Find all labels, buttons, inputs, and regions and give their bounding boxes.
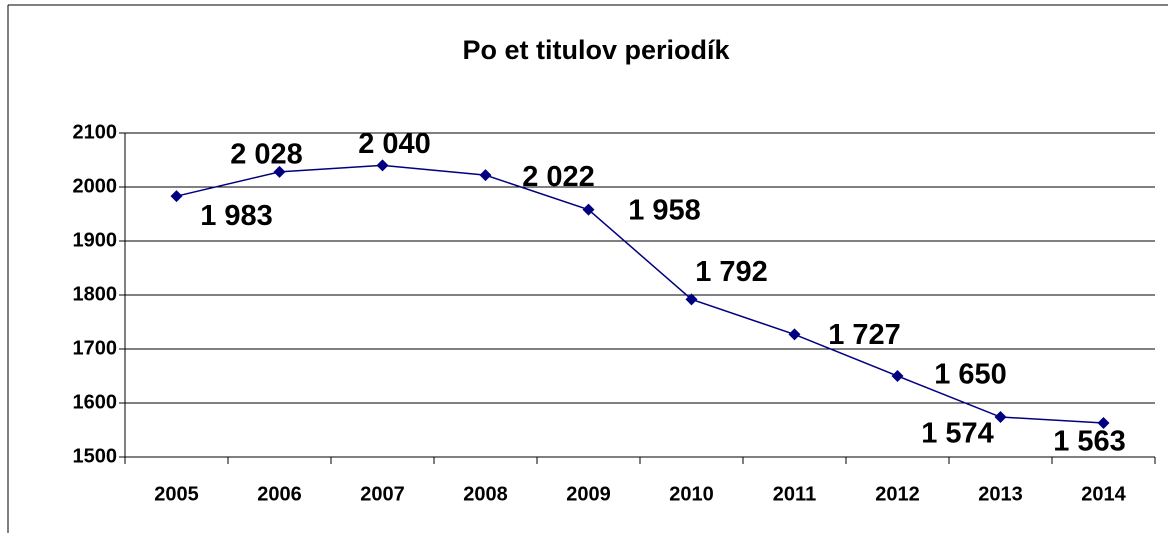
x-tick-label: 2012 bbox=[875, 483, 920, 505]
data-label: 1 563 bbox=[1053, 426, 1126, 458]
marker bbox=[994, 411, 1007, 424]
marker bbox=[788, 328, 801, 341]
y-tick-label: 2100 bbox=[73, 121, 118, 143]
y-tick-label: 1700 bbox=[73, 337, 118, 359]
y-tick-label: 1500 bbox=[73, 445, 118, 467]
y-tick-label: 1800 bbox=[73, 283, 118, 305]
marker bbox=[685, 293, 698, 306]
data-label: 2 028 bbox=[230, 139, 303, 171]
x-tick-label: 2006 bbox=[257, 483, 302, 505]
x-tick-label: 2008 bbox=[463, 483, 508, 505]
marker bbox=[170, 190, 183, 203]
marker bbox=[479, 169, 492, 182]
data-label: 2 022 bbox=[522, 161, 595, 193]
x-tick-label: 2010 bbox=[669, 483, 714, 505]
x-tick-label: 2007 bbox=[360, 483, 405, 505]
x-tick-label: 2009 bbox=[566, 483, 611, 505]
x-tick-label: 2005 bbox=[154, 483, 199, 505]
x-tick-label: 2014 bbox=[1081, 483, 1126, 505]
data-label: 1 983 bbox=[200, 200, 273, 232]
y-tick-label: 1600 bbox=[73, 391, 118, 413]
line bbox=[176, 164, 1104, 424]
y-tick-label: 2000 bbox=[73, 175, 118, 197]
marker bbox=[376, 159, 389, 172]
marker bbox=[891, 370, 904, 382]
marker bbox=[582, 203, 595, 216]
marker bbox=[1097, 416, 1110, 429]
data-label: 1 650 bbox=[934, 359, 1007, 391]
chart-title: Po et titulov periodík bbox=[462, 35, 730, 65]
data-label: 1 574 bbox=[921, 418, 994, 450]
y-tick-label: 1900 bbox=[73, 229, 118, 251]
x-tick-label: 2011 bbox=[773, 483, 816, 505]
data-label: 1 727 bbox=[828, 319, 901, 351]
data-label: 1 792 bbox=[695, 256, 768, 288]
data-label: 1 958 bbox=[628, 194, 701, 226]
marker bbox=[273, 165, 286, 178]
data-label: 2 040 bbox=[358, 128, 431, 160]
x-tick-label: 2013 bbox=[978, 483, 1023, 505]
